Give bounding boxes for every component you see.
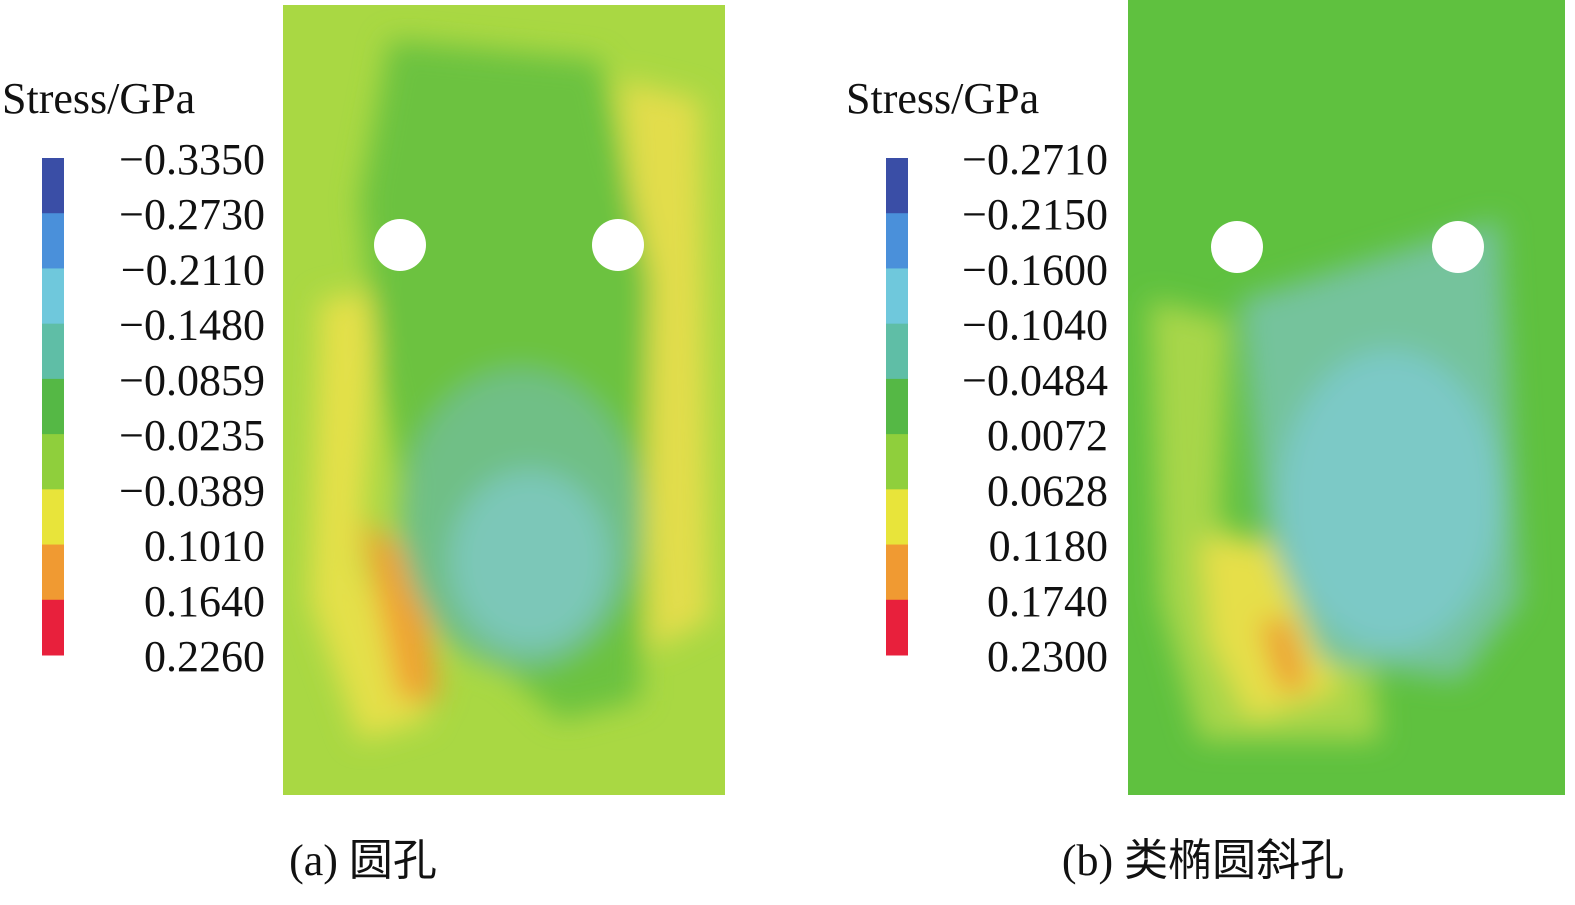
colorbar-label: −0.0389 — [119, 466, 265, 515]
legend-title: Stress/GPa — [2, 74, 195, 123]
legends: Stress/GPa −0.3350 −0.2730 −0.2110 −0.1480 −0… — [2, 74, 1344, 885]
colorbar-band — [886, 599, 908, 656]
colorbar-band — [42, 378, 64, 435]
colorbar-label: −0.0235 — [119, 411, 265, 460]
colorbar-band — [42, 434, 64, 490]
colorbar-band — [886, 213, 908, 269]
colorbar-band — [42, 268, 64, 325]
colorbar-band — [42, 158, 64, 214]
colorbar-band — [42, 599, 64, 656]
colorbar-label: 0.1740 — [987, 577, 1108, 626]
colorbar-label: −0.0484 — [962, 356, 1108, 405]
caption: (b) 类椭圆斜孔 — [1062, 836, 1344, 885]
contour-plot-a — [283, 5, 725, 795]
caption: (a) 圆孔 — [289, 836, 437, 885]
colorbar-band — [886, 434, 908, 490]
contour-plot-b — [1128, 0, 1565, 795]
colorbar-band — [886, 158, 908, 214]
colorbar-band — [42, 213, 64, 269]
colorbar-label: −0.1480 — [119, 301, 265, 350]
colorbar-band — [886, 489, 908, 546]
colorbar-label: −0.1600 — [962, 245, 1108, 294]
colorbar-label: 0.2300 — [987, 632, 1108, 681]
legend-title: Stress/GPa — [846, 74, 1039, 123]
colorbar-label: −0.3350 — [119, 135, 265, 184]
colorbar-label: −0.2150 — [962, 190, 1108, 239]
colorbar-band — [42, 323, 64, 380]
colorbar-band — [886, 268, 908, 325]
colorbar-label: 0.0628 — [987, 466, 1108, 515]
colorbar-band — [42, 489, 64, 546]
colorbar-band — [886, 544, 908, 601]
colorbar-label: 0.1010 — [144, 522, 265, 571]
colorbar-label: −0.2730 — [119, 190, 265, 239]
colorbar-band — [886, 378, 908, 435]
colorbar-label: −0.2110 — [121, 245, 265, 294]
colorbar-band — [886, 323, 908, 380]
colorbar-label: −0.1040 — [962, 301, 1108, 350]
colorbar-label: 0.2260 — [144, 632, 265, 681]
colorbar-label: 0.1180 — [989, 522, 1108, 571]
colorbar-band — [42, 544, 64, 601]
colorbar-label: 0.0072 — [987, 411, 1108, 460]
colorbar-label: −0.0859 — [119, 356, 265, 405]
colorbar-label: −0.2710 — [962, 135, 1108, 184]
colorbar-label: 0.1640 — [144, 577, 265, 626]
